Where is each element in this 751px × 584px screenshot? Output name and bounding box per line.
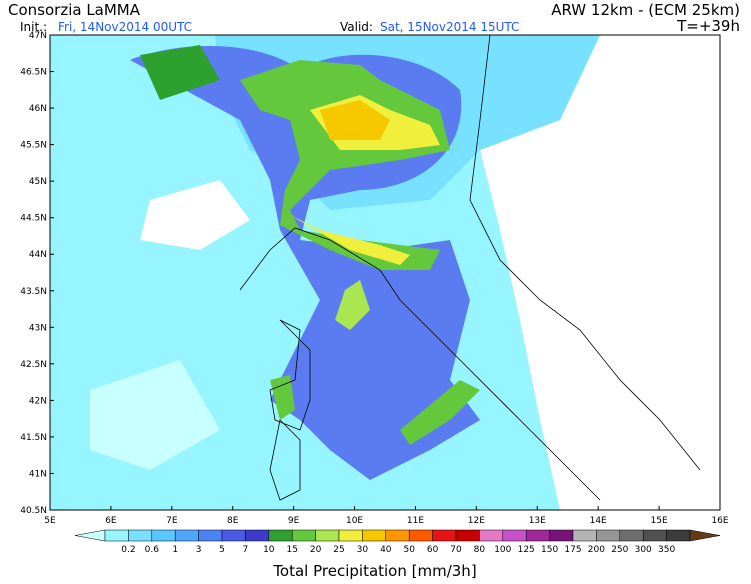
title: Consorzia LaMMA xyxy=(8,1,141,19)
colorbar-label: 20 xyxy=(310,545,322,555)
colorbar-swatch xyxy=(596,529,621,542)
lat-label: 46.5N xyxy=(20,68,47,78)
colorbar-label: 350 xyxy=(658,545,675,555)
colorbar-label: 3 xyxy=(196,545,202,555)
lon-label: 5E xyxy=(44,516,56,526)
lat-label: 44.5N xyxy=(20,214,47,224)
colorbar-swatch xyxy=(408,529,433,542)
colorbar-swatch xyxy=(479,529,504,542)
colorbar-swatch xyxy=(104,529,129,542)
lat-label: 41N xyxy=(29,469,47,479)
colorbar-swatch xyxy=(525,529,550,542)
lon-label: 6E xyxy=(105,516,117,526)
lon-label: 12E xyxy=(468,516,485,526)
lat-label: 43.5N xyxy=(20,287,47,297)
colorbar-label: 25 xyxy=(333,545,344,555)
colorbar-label: 70 xyxy=(450,545,462,555)
colorbar-swatch xyxy=(174,529,199,542)
colorbar-label: 200 xyxy=(588,545,605,555)
lat-label: 42N xyxy=(29,396,47,406)
lat-label: 42.5N xyxy=(20,360,47,370)
colorbar-swatch xyxy=(128,529,153,542)
colorbar-arrow-left xyxy=(74,529,106,542)
colorbar-title: Total Precipitation [mm/3h] xyxy=(272,562,476,580)
colorbar-label: 5 xyxy=(219,545,225,555)
colorbar-swatch xyxy=(619,529,644,542)
colorbar-swatch xyxy=(385,529,410,542)
lat-label: 40.5N xyxy=(20,506,47,516)
colorbar-label: 60 xyxy=(427,545,439,555)
valid: Sat, 15Nov2014 15UTC xyxy=(380,20,519,34)
lon-label: 13E xyxy=(529,516,546,526)
colorbar-swatch xyxy=(455,529,480,542)
init: Fri, 14Nov2014 00UTC xyxy=(58,20,192,34)
colorbar-swatch xyxy=(572,529,597,542)
colorbar-arrow-right xyxy=(689,529,721,542)
colorbar-label: 150 xyxy=(541,545,558,555)
colorbar-label: 1 xyxy=(172,545,178,555)
lon-label: 10E xyxy=(346,516,363,526)
colorbar-swatch xyxy=(549,529,574,542)
lon-label: 15E xyxy=(651,516,668,526)
lat-label: 45N xyxy=(29,177,47,187)
lon-label: 16E xyxy=(711,516,728,526)
lon-label: 11E xyxy=(407,516,424,526)
colorbar-swatch xyxy=(338,529,363,542)
lat-label: 45.5N xyxy=(20,141,47,151)
step: T=+39h xyxy=(676,17,740,35)
colorbar-swatch xyxy=(666,529,691,542)
init-label: Init.: xyxy=(20,20,47,34)
colorbar-swatch xyxy=(221,529,246,542)
lon-label: 14E xyxy=(590,516,607,526)
colorbar-label: 0.6 xyxy=(145,545,160,555)
colorbar-label: 15 xyxy=(286,545,297,555)
colorbar-swatch xyxy=(268,529,293,542)
lon-label: 7E xyxy=(166,516,178,526)
colorbar-label: 50 xyxy=(403,545,415,555)
colorbar-label: 30 xyxy=(357,545,369,555)
map-field xyxy=(50,35,720,510)
colorbar-label: 0.2 xyxy=(121,545,135,555)
lat-label: 47N xyxy=(29,31,47,41)
colorbar-label: 10 xyxy=(263,545,275,555)
lat-label: 44N xyxy=(29,250,47,260)
colorbar-swatch xyxy=(315,529,340,542)
model: ARW 12km - (ECM 25km) xyxy=(551,1,740,19)
lat-label: 46N xyxy=(29,104,47,114)
colorbar-swatch xyxy=(198,529,223,542)
colorbar-swatch xyxy=(362,529,387,542)
colorbar-label: 100 xyxy=(494,545,511,555)
colorbar-label: 250 xyxy=(611,545,628,555)
valid-label: Valid: xyxy=(340,20,373,34)
colorbar-label: 7 xyxy=(243,545,249,555)
colorbar-swatch xyxy=(432,529,457,542)
colorbar-swatch xyxy=(151,529,176,542)
colorbar-swatch xyxy=(642,529,667,542)
colorbar-swatch xyxy=(291,529,316,542)
colorbar-label: 125 xyxy=(518,545,535,555)
colorbar-swatch xyxy=(245,529,270,542)
map-frame xyxy=(49,34,721,511)
colorbar-swatch xyxy=(502,529,527,542)
coastlines xyxy=(239,34,701,501)
colorbar-label: 40 xyxy=(380,545,392,555)
lon-label: 8E xyxy=(227,516,239,526)
colorbar-label: 300 xyxy=(635,545,652,555)
lon-label: 9E xyxy=(288,516,300,526)
colorbar-label: 80 xyxy=(474,545,486,555)
lat-label: 43N xyxy=(29,323,47,333)
colorbar-label: 175 xyxy=(564,545,581,555)
lat-label: 41.5N xyxy=(20,433,47,443)
